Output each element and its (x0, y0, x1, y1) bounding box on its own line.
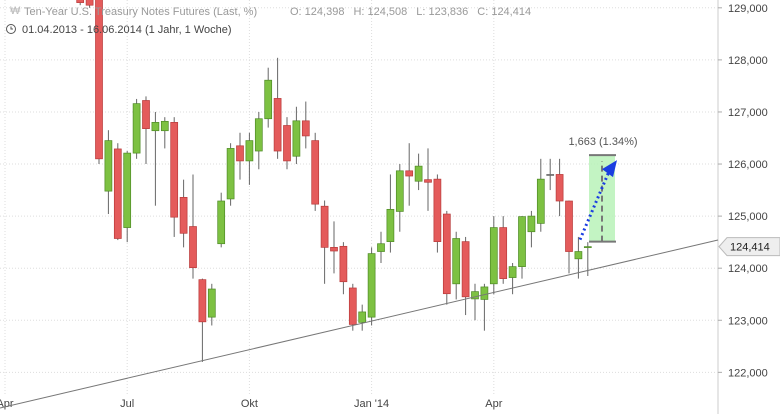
y-tick-label: 128,000 (728, 55, 768, 67)
y-tick-label: 124,000 (728, 263, 768, 275)
arrow-head (602, 160, 617, 178)
candle-body (518, 216, 526, 267)
candle-body (301, 120, 310, 137)
candle-body (76, 0, 85, 3)
x-tick-label: Jul (120, 398, 134, 410)
x-tick-label: Okt (241, 398, 258, 410)
ohlc-label: O: 124,398 (290, 6, 344, 18)
candle-body (527, 215, 536, 233)
candle-body (433, 178, 442, 242)
candle-body (226, 148, 235, 200)
candle-body (254, 118, 263, 152)
last-price-label: 124,414 (730, 242, 770, 254)
candle-body (574, 251, 583, 260)
candle-body (264, 79, 273, 120)
candle-body (583, 246, 592, 248)
measure-label: 1,663 (1.34%) (568, 136, 637, 148)
candle-body (85, 0, 94, 6)
candle-body (508, 266, 517, 278)
candle-body (555, 174, 564, 202)
candle-body (151, 122, 160, 132)
candle-body (546, 174, 555, 176)
y-tick-label: 127,000 (728, 107, 768, 119)
icon: ₩ (10, 5, 21, 17)
candle-body (179, 197, 188, 234)
chart-title: Ten-Year U.S. Treasury Notes Futures (La… (24, 6, 257, 18)
candle-body (132, 103, 141, 154)
y-tick-label: 123,000 (728, 315, 768, 327)
candle-body (395, 170, 404, 212)
candle-body (461, 241, 470, 298)
clock-icon (6, 24, 16, 34)
ohlc-label: C: 124,414 (477, 6, 531, 18)
candle-body (160, 120, 169, 132)
ohlc-label: L: 123,836 (416, 6, 468, 18)
candle-body (536, 178, 545, 224)
candle-body (283, 125, 291, 162)
candle-body (330, 247, 338, 252)
y-tick-label: 122,000 (728, 367, 768, 379)
candle-body (377, 243, 385, 252)
x-tick-label: Apr (0, 398, 14, 410)
candle-body (339, 245, 348, 283)
candle-body (367, 253, 376, 318)
candle-body (358, 311, 367, 323)
candle-body (320, 205, 329, 248)
candle-body (499, 227, 508, 279)
candle-body (565, 200, 573, 252)
candle-body (405, 170, 414, 177)
plot-area (76, 0, 592, 362)
candle-body (217, 200, 226, 245)
x-tick-label: Jan '14 (354, 398, 389, 410)
candle-body (104, 140, 113, 192)
candle-body (273, 98, 282, 152)
y-tick-label: 129,000 (728, 3, 768, 15)
candle-body (452, 238, 461, 285)
candle-body (113, 148, 122, 239)
trendline (0, 239, 719, 409)
candle-body (386, 208, 395, 242)
candle-body (142, 100, 150, 129)
candle-body (489, 227, 498, 285)
subtitle: 01.04.2013 - 16.06.2014 (1 Jahr, 1 Woche… (22, 24, 232, 36)
y-tick-label: 125,000 (728, 211, 768, 223)
last-price-box (718, 237, 780, 257)
candle-body (123, 152, 132, 228)
ohlc-label: H: 124,508 (353, 6, 407, 18)
candle-body (95, 0, 103, 160)
y-tick-label: 126,000 (728, 159, 768, 171)
x-tick-label: Apr (485, 398, 502, 410)
candle-body (442, 213, 451, 295)
candle-body (348, 287, 357, 325)
annotations: 1,663 (1.34%) 124,414 (568, 136, 780, 257)
candle-body (414, 165, 423, 182)
candle-body (292, 120, 301, 157)
candle-body (480, 286, 489, 300)
candle-body (311, 140, 320, 205)
clock-hands (10, 26, 13, 30)
candle-body (236, 145, 244, 162)
candle-body (245, 140, 254, 162)
candle-body (198, 279, 207, 323)
candle-body (170, 122, 179, 218)
grid: 122,000 123,000 124,000 125,000 126,000 127,0… (0, 0, 768, 410)
candle-body (471, 291, 479, 300)
candle-body (189, 226, 197, 269)
candle-body (207, 288, 216, 318)
candle-body (424, 179, 432, 183)
